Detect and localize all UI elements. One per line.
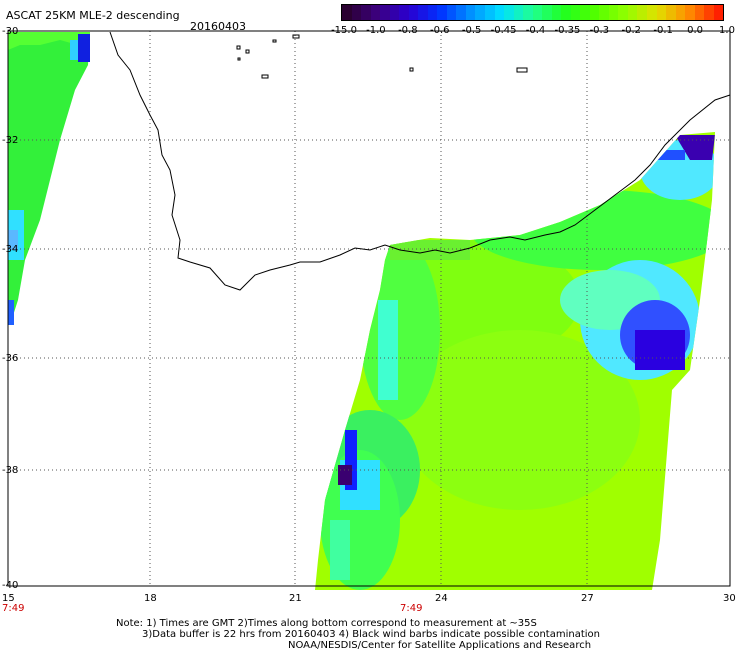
- colorbar-swatch: [370, 5, 381, 20]
- pass-time: 7:49: [400, 603, 423, 614]
- colorbar-swatch: [542, 5, 552, 20]
- colorbar-tick-label: -1.0: [366, 25, 386, 36]
- islands: [236, 34, 528, 79]
- colorbar-labels: -15.0 -1.0 -0.8 -0.6 -0.5 -0.45 -0.4 -0.35 -0.3-…: [330, 25, 735, 37]
- lat-label: -40: [2, 580, 19, 591]
- colorbar-swatch: [484, 5, 495, 20]
- colorbar-tick-label: -0.1: [653, 25, 673, 36]
- colorbar-swatch: [380, 5, 390, 20]
- colorbar-swatch: [408, 5, 419, 20]
- colorbar-swatch: [427, 5, 438, 20]
- colorbar: [341, 4, 724, 21]
- colorbar-swatch: [475, 5, 485, 20]
- colorbar-swatch: [389, 5, 400, 20]
- colorbar-tick-label: -0.3: [589, 25, 610, 36]
- main-swath: [315, 132, 715, 590]
- colorbar-swatch: [532, 5, 543, 20]
- lat-label: -30: [2, 26, 19, 37]
- map-frame: [7, 30, 731, 587]
- product-title: ASCAT 25KM MLE-2 descending: [6, 9, 180, 22]
- colorbar-swatch: [656, 5, 667, 20]
- lon-label: 21: [289, 593, 302, 604]
- colorbar-swatch: [342, 5, 352, 20]
- colorbar-swatch: [599, 5, 609, 20]
- colorbar-swatch: [570, 5, 581, 20]
- colorbar-swatch: [361, 5, 371, 20]
- credit-line: NOAA/NESDIS/Center for Satellite Applica…: [288, 640, 592, 650]
- colorbar-swatch: [618, 5, 628, 20]
- graticule: [8, 31, 730, 586]
- colorbar-swatch: [561, 5, 571, 20]
- colorbar-swatch: [666, 5, 676, 20]
- colorbar-swatch: [437, 5, 447, 20]
- colorbar-swatch: [551, 5, 562, 20]
- colorbar-tick-label: -0.8: [398, 25, 418, 36]
- lon-label: 27: [581, 593, 594, 604]
- colorbar-swatch: [685, 5, 695, 20]
- colorbar-swatch: [637, 5, 647, 20]
- product-date: 20160403: [190, 20, 246, 33]
- colorbar-swatch: [675, 5, 686, 20]
- note-line-2: 3)Data buffer is 22 hrs from 20160403 4)…: [142, 629, 600, 640]
- colorbar-tick-label: -0.35: [554, 25, 581, 36]
- colorbar-swatch: [704, 5, 714, 20]
- lat-label: -38: [2, 465, 19, 476]
- lat-label: -34: [2, 244, 19, 255]
- pass-time: 7:49: [2, 603, 25, 614]
- colorbar-swatch: [647, 5, 657, 20]
- colorbar-swatch: [513, 5, 524, 20]
- colorbar-swatch: [351, 5, 362, 20]
- colorbar-swatch: [627, 5, 638, 20]
- colorbar-tick-label: -0.6: [429, 25, 450, 36]
- colorbar-swatch: [494, 5, 505, 20]
- left-swath: [8, 32, 90, 325]
- lon-label: 30: [723, 593, 736, 604]
- colorbar-swatch: [465, 5, 476, 20]
- note-line-1: Note: 1) Times are GMT 2)Times along bot…: [116, 618, 537, 629]
- colorbar-swatch: [713, 5, 724, 20]
- colorbar-swatch: [608, 5, 619, 20]
- lat-label: -32: [2, 135, 19, 146]
- colorbar-swatch: [589, 5, 600, 20]
- colorbar-swatch: [694, 5, 705, 20]
- colorbar-swatch: [580, 5, 590, 20]
- colorbar-tick-label: -0.2: [621, 25, 642, 36]
- colorbar-tick-label: -0.4: [525, 25, 546, 36]
- lat-label: -36: [2, 353, 19, 364]
- colorbar-tick-label: 1.0: [719, 25, 735, 36]
- lon-label: 18: [144, 593, 157, 604]
- lon-label: 24: [435, 593, 448, 604]
- colorbar-swatch: [399, 5, 409, 20]
- colorbar-swatch: [446, 5, 457, 20]
- colorbar-swatch: [504, 5, 514, 20]
- coastline: [109, 31, 731, 291]
- colorbar-tick-label: 0.0: [687, 25, 704, 36]
- colorbar-swatch: [418, 5, 428, 20]
- colorbar-swatch: [523, 5, 533, 20]
- colorbar-tick-label: -0.45: [490, 25, 517, 36]
- colorbar-tick-label: -0.5: [461, 25, 482, 36]
- colorbar-swatch: [456, 5, 466, 20]
- colorbar-tick-label: -15.0: [331, 25, 357, 36]
- lon-label: 15: [2, 593, 15, 604]
